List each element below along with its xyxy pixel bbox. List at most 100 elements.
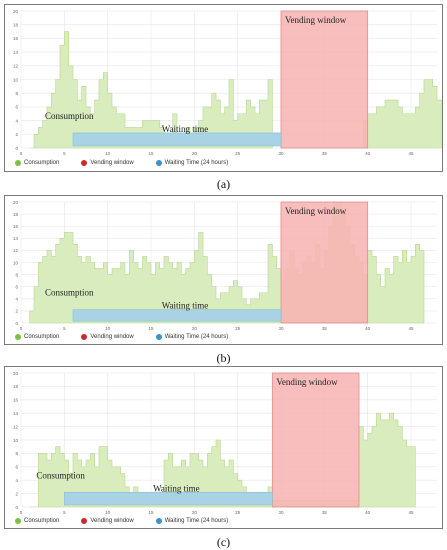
- x-tick-label: 30: [278, 510, 284, 515]
- x-tick-label: 35: [322, 510, 328, 515]
- caption-a: (a): [216, 177, 231, 191]
- chart-b-svg: 0 2 4 6 8 10 12 14 16 18 20 0 5 10 15 20 25 30 35 40 45 Vendi…: [13, 200, 437, 331]
- legend-label-consumption: Consumption: [24, 518, 60, 524]
- x-tick-label: 30: [278, 151, 284, 156]
- legend-dot-vending: [81, 334, 88, 340]
- x-tick-label: 0: [20, 510, 23, 515]
- y-tick-label: 10: [13, 260, 19, 265]
- x-tick-label: 0: [20, 326, 23, 331]
- y-tick-label: 18: [13, 384, 19, 389]
- vending-window-rect: [280, 10, 369, 149]
- legend-label-consumption: Consumption: [24, 160, 60, 166]
- x-tick-label: 15: [148, 151, 154, 156]
- legend-label-waiting: Waiting Time (24 hours): [164, 518, 229, 524]
- y-tick-label: 20: [13, 200, 19, 205]
- legend-item-vending: Vending window: [81, 518, 134, 524]
- y-tick-label: 10: [13, 438, 19, 443]
- y-tick-label: 20: [13, 9, 19, 14]
- chart-panel-c: 0 2 4 6 8 10 12 14 16 18 20 0 5 10 15 20 25 30 35 40 45 Vendi…: [4, 366, 443, 529]
- chart-c-svg: 0 2 4 6 8 10 12 14 16 18 20 0 5 10 15 20 25 30 35 40 45 Vendi…: [13, 371, 437, 515]
- x-tick-label: 40: [365, 326, 371, 331]
- chart-a-svg: 0 2 4 6 8 10 12 14 16 18 20 0 5 10 15 20 25 30 35 40 45 Vendi…: [13, 9, 442, 156]
- x-tick-label: 45: [408, 326, 414, 331]
- legend-label-vending: Vending window: [90, 518, 134, 524]
- x-tick-label: 10: [105, 151, 111, 156]
- consumption-label: Consumption: [36, 470, 85, 480]
- caption-c: (c): [216, 535, 231, 549]
- y-tick-label: 16: [13, 398, 19, 403]
- legend-c: Consumption Vending window Waiting Time …: [15, 518, 250, 524]
- x-tick-label: 35: [322, 151, 328, 156]
- waiting-time-bar: [72, 309, 282, 322]
- consumption-area: [29, 412, 416, 508]
- chart-panel-a: 0 2 4 6 8 10 12 14 16 18 20 0 5 10 15 20 25 30 35 40 45 Vendi…: [4, 4, 443, 172]
- x-tick-label: 5: [63, 510, 66, 515]
- y-tick-label: 12: [13, 64, 19, 69]
- y-tick-label: 14: [13, 50, 19, 55]
- y-tick-label: 6: [15, 465, 18, 470]
- x-tick-label: 25: [235, 151, 241, 156]
- y-tick-label: 0: [15, 505, 18, 510]
- x-tick-label: 15: [148, 326, 154, 331]
- y-tick-label: 0: [15, 321, 18, 326]
- legend-a: Consumption Vending window Waiting Time …: [15, 160, 250, 166]
- x-tick-label: 20: [192, 510, 198, 515]
- x-tick-label: 45: [408, 151, 414, 156]
- vending-window-rect: [280, 201, 369, 324]
- legend-item-consumption: Consumption: [15, 334, 59, 340]
- consumption-area-after-window: [363, 79, 442, 149]
- legend-item-waiting: Waiting Time (24 hours): [155, 518, 229, 524]
- legend-item-vending: Vending window: [81, 160, 134, 166]
- y-tick-label: 16: [13, 224, 19, 229]
- y-tick-label: 6: [15, 105, 18, 110]
- consumption-area: [29, 31, 273, 149]
- caption-b: (b): [216, 351, 231, 365]
- y-tick-label: 14: [13, 411, 19, 416]
- y-tick-label: 18: [13, 212, 19, 217]
- vending-window-label: Vending window: [285, 206, 347, 216]
- legend-b: Consumption Vending window Waiting Time …: [15, 334, 250, 340]
- y-tick-label: 16: [13, 36, 19, 41]
- x-tick-label: 5: [63, 151, 66, 156]
- x-tick-label: 20: [192, 326, 198, 331]
- x-tick-label: 0: [20, 151, 23, 156]
- waiting-time-bar: [72, 132, 282, 147]
- y-tick-label: 4: [15, 297, 18, 302]
- x-tick-label: 40: [365, 510, 371, 515]
- legend-label-waiting: Waiting Time (24 hours): [164, 334, 229, 340]
- x-tick-label: 10: [105, 510, 111, 515]
- legend-item-vending: Vending window: [81, 334, 134, 340]
- waiting-time-label: Waiting time: [162, 301, 209, 311]
- legend-dot-consumption: [15, 160, 21, 166]
- legend-dot-consumption: [15, 518, 21, 524]
- y-tick-label: 6: [15, 285, 18, 290]
- vending-window-label: Vending window: [285, 15, 347, 25]
- y-tick-label: 8: [15, 272, 18, 277]
- legend-item-consumption: Consumption: [15, 518, 59, 524]
- x-tick-label: 15: [148, 510, 154, 515]
- waiting-time-label: Waiting time: [162, 124, 209, 134]
- y-tick-label: 12: [13, 248, 19, 253]
- legend-item-consumption: Consumption: [15, 160, 59, 166]
- y-tick-label: 4: [15, 478, 18, 483]
- x-tick-label: 30: [278, 326, 284, 331]
- waiting-time-label: Waiting time: [153, 483, 200, 493]
- legend-dot-consumption: [15, 334, 21, 340]
- x-tick-label: 40: [365, 151, 371, 156]
- y-tick-label: 14: [13, 236, 19, 241]
- y-tick-label: 0: [15, 146, 18, 151]
- x-tick-label: 35: [322, 326, 328, 331]
- y-tick-label: 2: [15, 132, 18, 137]
- y-tick-label: 12: [13, 424, 19, 429]
- chart-panel-b: 0 2 4 6 8 10 12 14 16 18 20 0 5 10 15 20 25 30 35 40 45 Vendi…: [4, 195, 443, 345]
- y-tick-label: 2: [15, 309, 18, 314]
- consumption-label: Consumption: [45, 111, 94, 121]
- x-tick-label: 20: [192, 151, 198, 156]
- legend-label-vending: Vending window: [90, 160, 134, 166]
- y-tick-label: 8: [15, 451, 18, 456]
- consumption-label: Consumption: [45, 288, 94, 298]
- vending-window-rect: [271, 372, 360, 508]
- x-tick-label: 25: [235, 510, 241, 515]
- legend-item-waiting: Waiting Time (24 hours): [155, 160, 228, 166]
- legend-label-consumption: Consumption: [24, 334, 60, 340]
